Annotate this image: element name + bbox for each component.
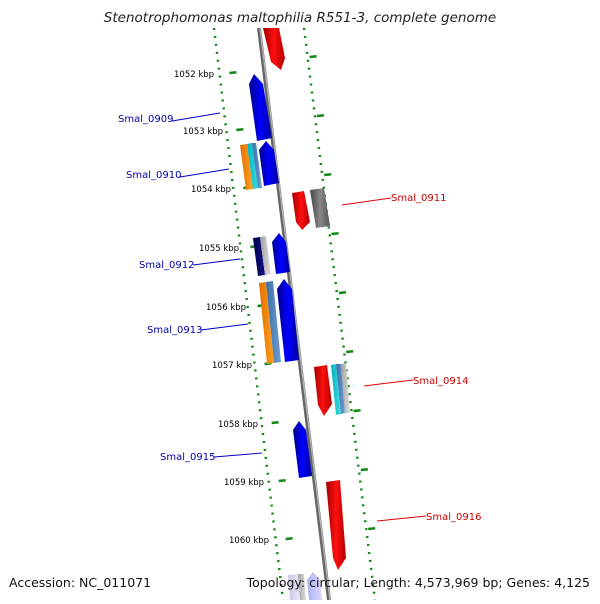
- gene-bar-orange[interactable]: [240, 144, 253, 190]
- label-leader-line: [376, 515, 427, 522]
- label-leader-line: [213, 452, 263, 458]
- gene-label[interactable]: Smal_0910: [126, 170, 181, 181]
- tick-mark: [229, 70, 237, 75]
- gene-bar-steel[interactable]: [336, 364, 345, 414]
- tick-mark: [271, 420, 279, 425]
- gene-bar-gray[interactable]: [310, 188, 330, 228]
- tick-mark: [278, 478, 286, 483]
- track-dash: [353, 408, 361, 413]
- gene-label[interactable]: Smal_0909: [118, 114, 173, 125]
- gene-label[interactable]: Smal_0913: [147, 325, 202, 336]
- track-dash: [331, 231, 339, 236]
- gene-arrow-pale-blue[interactable]: [307, 572, 322, 600]
- label-leader-line: [179, 168, 230, 178]
- gene-bar-orange[interactable]: [259, 282, 274, 364]
- label-leader-line: [363, 379, 414, 387]
- track-dash: [346, 349, 354, 354]
- gene-bar-light[interactable]: [260, 236, 271, 275]
- scale-labels: 1052 kbp 1053 kbp 1054 kbp 1055 kbp 1056…: [174, 70, 269, 546]
- gene-bar-steel[interactable]: [266, 281, 281, 363]
- label-leader-line: [200, 323, 249, 331]
- gene-bar-cyan[interactable]: [247, 143, 259, 189]
- left-dotted-track: [212, 27, 285, 601]
- left-gene-labels: Smal_0909 Smal_0910 Smal_0912 Smal_0913 …: [118, 112, 263, 463]
- gene-arrow-red[interactable]: [292, 191, 310, 230]
- track-dash: [324, 172, 332, 177]
- tick-label: 1055 kbp: [199, 244, 239, 254]
- gene-bar-cyan[interactable]: [331, 364, 341, 415]
- tick-label: 1056 kbp: [206, 303, 246, 313]
- genome-title: Stenotrophomonas maltophilia R551-3, com…: [103, 10, 497, 26]
- tick-label: 1052 kbp: [174, 70, 214, 80]
- track-dash: [309, 54, 317, 59]
- tick-label: 1053 kbp: [183, 127, 223, 137]
- gene-arrow-blue[interactable]: [293, 421, 312, 478]
- gene-features: [240, 28, 350, 600]
- gene-arrow-blue[interactable]: [277, 279, 299, 362]
- accession-text: Accession: NC_011071: [9, 575, 152, 590]
- label-leader-line: [192, 258, 241, 266]
- track-dash: [360, 467, 369, 472]
- gene-arrow-blue[interactable]: [272, 233, 290, 274]
- label-leader-line: [341, 197, 392, 206]
- gene-label[interactable]: Smal_0914: [413, 376, 468, 387]
- label-leader-line: [171, 112, 221, 122]
- gene-label[interactable]: Smal_0912: [139, 260, 194, 271]
- gene-arrow-blue[interactable]: [259, 141, 279, 186]
- gene-label[interactable]: Smal_0915: [160, 452, 215, 463]
- tick-label: 1060 kbp: [229, 536, 269, 546]
- tick-mark: [285, 536, 293, 541]
- track-dash: [368, 526, 376, 531]
- gene-bar-pale[interactable]: [288, 574, 300, 600]
- tick-label: 1057 kbp: [212, 361, 252, 371]
- gene-arrow-blue[interactable]: [249, 74, 272, 141]
- tick-mark: [236, 127, 244, 132]
- gene-bar-navy[interactable]: [253, 237, 265, 276]
- tick-label: 1059 kbp: [224, 478, 264, 488]
- tick-label: 1054 kbp: [191, 185, 231, 195]
- gene-arrow-red[interactable]: [263, 28, 285, 70]
- topology-text: Topology: circular; Length: 4,573,969 bp…: [246, 575, 590, 590]
- gene-bar-steel[interactable]: [252, 143, 262, 188]
- gene-label[interactable]: Smal_0916: [426, 512, 481, 523]
- track-dash: [316, 113, 325, 118]
- tick-label: 1058 kbp: [218, 420, 258, 430]
- gene-arrow-red[interactable]: [314, 365, 332, 416]
- gene-bar-light[interactable]: [298, 574, 306, 600]
- right-dotted-track: [302, 27, 377, 601]
- track-dash: [338, 290, 347, 295]
- gene-arrow-red[interactable]: [326, 480, 346, 570]
- right-track-dashes: [309, 54, 376, 531]
- right-gene-labels: Smal_0911 Smal_0914 Smal_0916: [341, 193, 481, 523]
- genome-axis-highlight: [259, 27, 331, 601]
- gene-label[interactable]: Smal_0911: [391, 193, 446, 204]
- gene-bar-light[interactable]: [341, 363, 350, 413]
